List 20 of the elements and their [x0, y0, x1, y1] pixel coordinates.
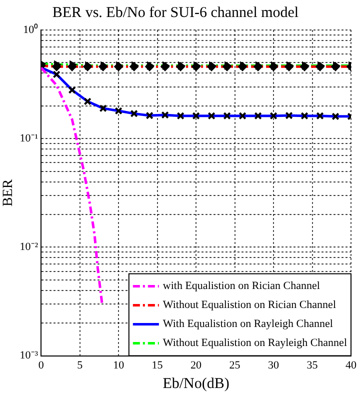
y-axis-title: BER — [1, 178, 16, 207]
x-tick-label: 10 — [113, 359, 125, 372]
x-tick-label: 25 — [229, 359, 241, 372]
y-tick-label: 10⁻² — [20, 241, 39, 254]
legend-label: With Equalistion on Rayleigh Channel — [162, 318, 333, 330]
legend-label: Without Equalistion on Rician Channel — [162, 299, 336, 312]
x-axis-title: Eb/No(dB) — [162, 376, 230, 392]
legend-label: with Equalistion on Rician Channel — [162, 280, 320, 292]
x-tick-label: 15 — [152, 359, 164, 372]
x-tick-label: 40 — [346, 359, 357, 372]
y-tick-label: 10⁰ — [23, 22, 38, 36]
chart-title: BER vs. Eb/No for SUI-6 channel model — [52, 4, 299, 21]
y-tick-label: 10⁻³ — [20, 350, 39, 362]
x-tick-label: 30 — [268, 359, 280, 372]
x-tick-label: 35 — [306, 359, 318, 372]
y-tick-label: 10⁻¹ — [20, 132, 38, 144]
x-tick-label: 20 — [190, 359, 202, 372]
legend-label: Without Equalistion on Rayleigh Channel — [162, 337, 348, 350]
x-tick-label: 0 — [38, 359, 44, 372]
x-tick-label: 5 — [77, 359, 84, 372]
